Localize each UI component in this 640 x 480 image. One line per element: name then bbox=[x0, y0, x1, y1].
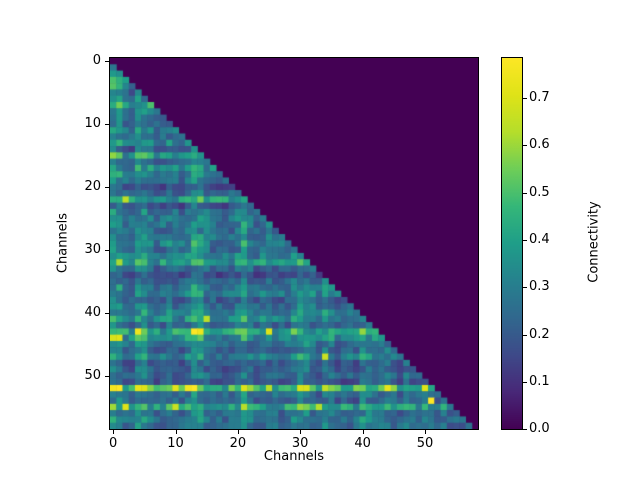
y-tick-mark bbox=[105, 249, 109, 251]
x-tick-mark bbox=[175, 430, 177, 434]
x-tick-mark bbox=[362, 430, 364, 434]
colorbar-tick-label: 0.1 bbox=[529, 373, 550, 389]
colorbar-gradient bbox=[502, 58, 522, 429]
colorbar-tick-label: 0.0 bbox=[529, 421, 550, 436]
colorbar-tick-mark bbox=[523, 381, 527, 383]
y-tick-label: 20 bbox=[84, 178, 101, 194]
x-tick-mark bbox=[425, 430, 426, 434]
colorbar-tick-mark bbox=[523, 145, 527, 147]
y-tick-mark bbox=[105, 61, 109, 63]
colorbar-tick-label: 0.6 bbox=[529, 137, 550, 153]
colorbar-tick-mark bbox=[523, 287, 527, 289]
y-tick-label: 50 bbox=[84, 367, 101, 383]
x-axis-label: Channels bbox=[263, 449, 325, 464]
x-tick-label: 20 bbox=[229, 436, 247, 451]
colorbar-tick-label: 0.7 bbox=[529, 90, 550, 106]
x-tick-label: 40 bbox=[354, 436, 371, 451]
y-tick-mark bbox=[105, 375, 109, 377]
y-tick-mark bbox=[105, 124, 109, 125]
x-tick-label: 30 bbox=[291, 436, 309, 451]
colorbar-tick-label: 0.2 bbox=[529, 326, 550, 342]
y-tick-mark bbox=[105, 186, 109, 188]
x-tick-mark bbox=[300, 430, 302, 434]
x-tick-label: 0 bbox=[108, 436, 118, 451]
colorbar-tick-mark bbox=[523, 429, 527, 430]
y-tick-label: 10 bbox=[84, 116, 101, 131]
y-tick-label: 30 bbox=[84, 241, 101, 257]
heatmap-canvas bbox=[110, 58, 478, 429]
colorbar-label: Connectivity bbox=[586, 201, 602, 283]
colorbar bbox=[501, 57, 523, 430]
x-tick-mark bbox=[237, 430, 239, 434]
x-tick-mark bbox=[113, 430, 115, 434]
colorbar-tick-mark bbox=[523, 98, 527, 100]
y-tick-label: 40 bbox=[84, 304, 101, 320]
colorbar-tick-mark bbox=[523, 334, 527, 336]
y-tick-mark bbox=[105, 312, 109, 314]
colorbar-tick-mark bbox=[523, 192, 527, 194]
colorbar-tick-label: 0.3 bbox=[529, 279, 550, 295]
heatmap-axes bbox=[109, 57, 479, 430]
y-tick-label: 0 bbox=[92, 53, 101, 69]
x-tick-label: 50 bbox=[416, 436, 434, 451]
colorbar-tick-mark bbox=[523, 240, 527, 241]
colorbar-tick-label: 0.5 bbox=[529, 184, 550, 200]
x-tick-label: 10 bbox=[167, 436, 184, 451]
colorbar-tick-label: 0.4 bbox=[529, 232, 550, 247]
